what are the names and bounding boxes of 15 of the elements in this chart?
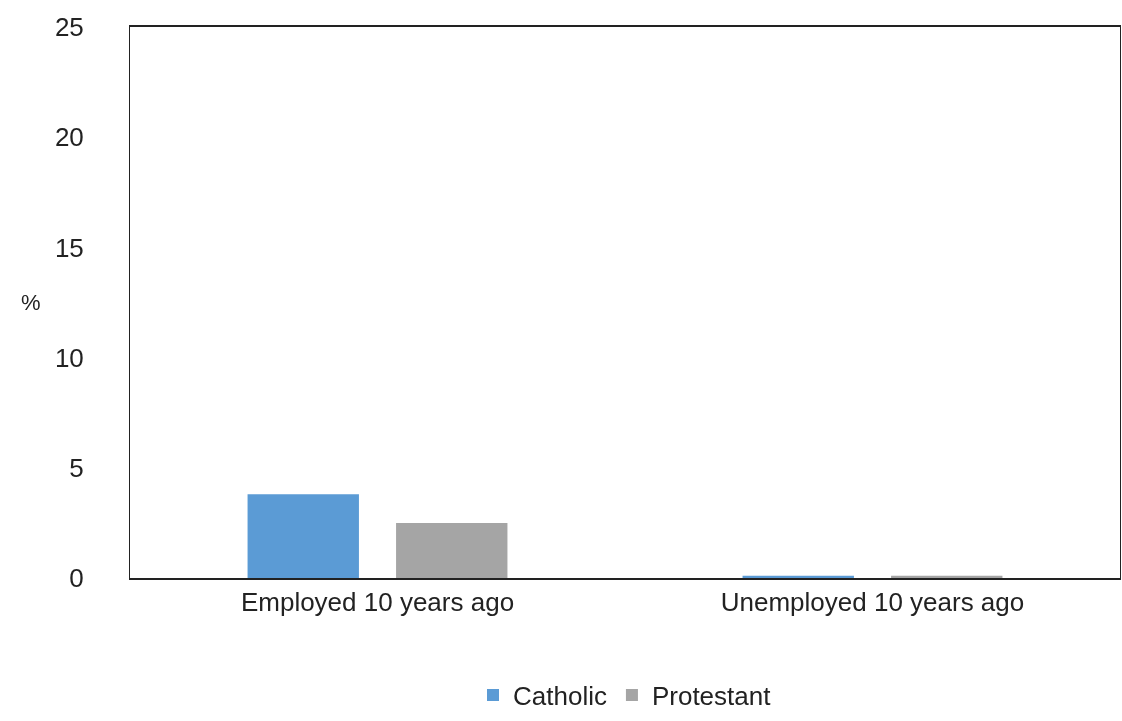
x-tick-label: Employed 10 years ago [240, 587, 515, 618]
bar [247, 494, 359, 578]
bar [742, 575, 854, 578]
y-axis-title: % [21, 290, 41, 315]
y-tick-label: 15 [54, 232, 84, 263]
legend-label: Protestant [651, 681, 772, 712]
x-tick-label: Unemployed 10 years ago [720, 587, 1025, 618]
bar [396, 522, 508, 578]
y-tick-label: 25 [54, 12, 84, 43]
bar [891, 575, 1003, 578]
y-tick-label: 5 [69, 452, 84, 483]
y-tick-label: 10 [54, 342, 84, 373]
legend-label: Catholic [513, 681, 607, 712]
y-tick-label: 20 [54, 122, 84, 153]
y-tick-label: 0 [69, 563, 84, 594]
